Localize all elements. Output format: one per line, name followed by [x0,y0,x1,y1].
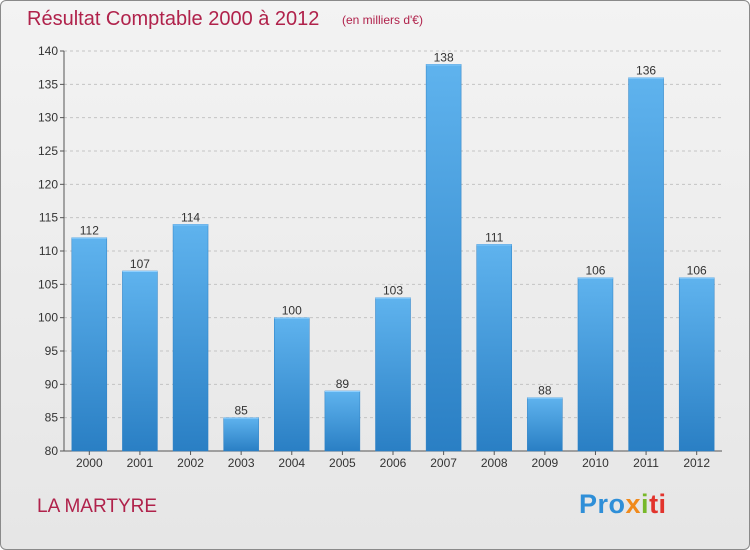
x-tick-label: 2008 [481,456,508,470]
y-tick-label: 95 [45,344,59,358]
data-label: 107 [130,257,150,271]
data-label: 89 [336,377,350,391]
bar [122,270,158,452]
bar [375,297,411,452]
y-tick-label: 125 [38,144,58,158]
bar [628,77,664,452]
y-tick-label: 115 [39,211,58,225]
y-tick-label: 85 [45,411,59,425]
x-tick-label: 2003 [228,456,255,470]
y-tick-label: 120 [38,177,58,191]
x-tick-label: 2010 [582,456,609,470]
bar [476,244,512,452]
x-tick-label: 2002 [177,456,204,470]
bar [425,64,462,452]
data-label: 112 [80,224,99,238]
x-tick-label: 2011 [633,456,659,470]
bar [172,224,209,452]
y-tick-label: 90 [45,377,59,391]
logo-part: ti [649,489,667,519]
chart-subtitle: (en milliers d'€) [342,13,423,27]
data-label: 88 [538,384,552,398]
bar [527,397,563,452]
proxiti-logo: Proxiti [579,489,667,520]
logo-part: x [625,489,642,519]
x-tick-label: 2004 [278,456,305,470]
x-tick-label: 2000 [76,456,103,470]
x-tick-label: 2006 [380,456,407,470]
commune-name: LA MARTYRE [37,496,158,517]
data-label: 138 [434,50,454,64]
bar [577,277,614,452]
bars [71,64,715,452]
logo-part: Pro [579,489,626,519]
data-label: 103 [383,284,403,298]
y-tick-label: 105 [38,277,58,291]
bar [223,417,259,452]
data-label: 100 [282,304,302,318]
y-tick-label: 135 [38,77,58,91]
x-tick-label: 2012 [683,456,710,470]
x-tick-label: 2007 [430,456,457,470]
data-label: 106 [687,264,707,278]
y-tick-label: 110 [39,244,58,258]
bar [678,277,715,452]
chart-title: Résultat Comptable 2000 à 2012 [27,8,320,30]
x-tick-label: 2009 [531,456,558,470]
data-label: 111 [485,230,504,244]
x-tick-label: 2005 [329,456,356,470]
y-tick-label: 140 [38,44,58,58]
y-tick-label: 80 [45,444,59,458]
logo-part: i [641,489,650,519]
data-label: 106 [585,264,605,278]
y-tick-label: 100 [38,311,58,325]
data-label: 136 [636,64,656,78]
y-tick-label: 130 [38,111,58,125]
bar [71,237,108,452]
data-label: 114 [181,210,200,224]
x-tick-label: 2001 [127,456,154,470]
bar [274,317,310,452]
labels: 80 85 90 95 100 105 110 115 120 125 130 135 140 112 20… [38,44,710,470]
data-label: 85 [234,404,248,418]
bar [324,390,361,452]
